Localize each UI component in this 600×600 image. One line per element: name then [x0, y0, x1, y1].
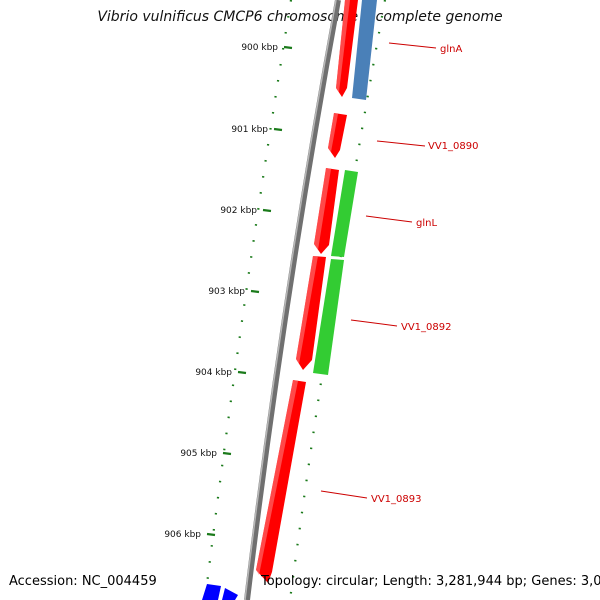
- kbp-tick: [222, 451, 232, 456]
- gene-blue-2-shape: [222, 588, 238, 600]
- gene-outer-green-1-shape: [331, 170, 358, 257]
- kbp-label: 900 kbp: [241, 43, 278, 53]
- topology-text: Topology: circular; Length: 3,281,944 bp…: [261, 574, 600, 589]
- kbp-tick: [237, 370, 247, 375]
- kbp-tick: [262, 208, 272, 213]
- gene-VV1-0892: [296, 256, 326, 370]
- gene-highlight: [314, 168, 331, 250]
- gene-outer-green-1: [331, 170, 358, 257]
- gene-highlight: [296, 256, 318, 364]
- gene-highlight: [328, 113, 338, 152]
- kbp-label: 906 kbp: [164, 530, 201, 540]
- kbp-tick: [273, 127, 283, 132]
- callout-line: [350, 319, 398, 327]
- gene-outer-steelblue-shape: [352, 0, 377, 100]
- genome-backbone-highlight: [244, 0, 337, 600]
- gene-VV1-0892-shape: [296, 256, 326, 370]
- gene-label: glnL: [416, 218, 437, 229]
- accession-text: Accession: NC_004459: [9, 574, 157, 589]
- kbp-tick: [250, 289, 260, 294]
- kbp-label: 903 kbp: [208, 287, 245, 297]
- gene-glnA: [336, 0, 358, 97]
- gene-VV1-0893-shape: [256, 380, 306, 583]
- gene-blue-1-shape: [202, 584, 221, 600]
- gene-label: VV1_0890: [428, 141, 479, 152]
- gene-highlight: [336, 0, 350, 92]
- callout-line: [365, 215, 413, 223]
- gene-outer-green-2-shape: [313, 259, 344, 375]
- kbp-tick: [283, 45, 293, 50]
- gene-blue-2: [222, 588, 238, 600]
- gene-outer-green-2: [313, 259, 344, 375]
- genome-backbone: [244, 0, 341, 600]
- kbp-label: 904 kbp: [195, 368, 232, 378]
- kbp-tick: [206, 532, 216, 537]
- kbp-label: 905 kbp: [180, 449, 217, 459]
- kbp-label: 902 kbp: [220, 206, 257, 216]
- gene-label: VV1_0892: [401, 322, 452, 333]
- gene-label: VV1_0893: [371, 494, 422, 505]
- callout-line: [388, 42, 437, 49]
- gene-VV1-0893: [256, 380, 306, 583]
- gene-label: glnA: [440, 44, 462, 55]
- map-title: Vibrio vulnificus CMCP6 chromosome I, co…: [97, 9, 503, 25]
- gene-glnA-shape: [336, 0, 358, 97]
- kbp-label: 901 kbp: [231, 125, 268, 135]
- callout-line: [320, 490, 368, 499]
- gene-blue-1: [202, 584, 221, 600]
- gene-outer-steelblue: [352, 0, 377, 100]
- gene-highlight: [256, 380, 298, 575]
- callout-line: [376, 140, 426, 147]
